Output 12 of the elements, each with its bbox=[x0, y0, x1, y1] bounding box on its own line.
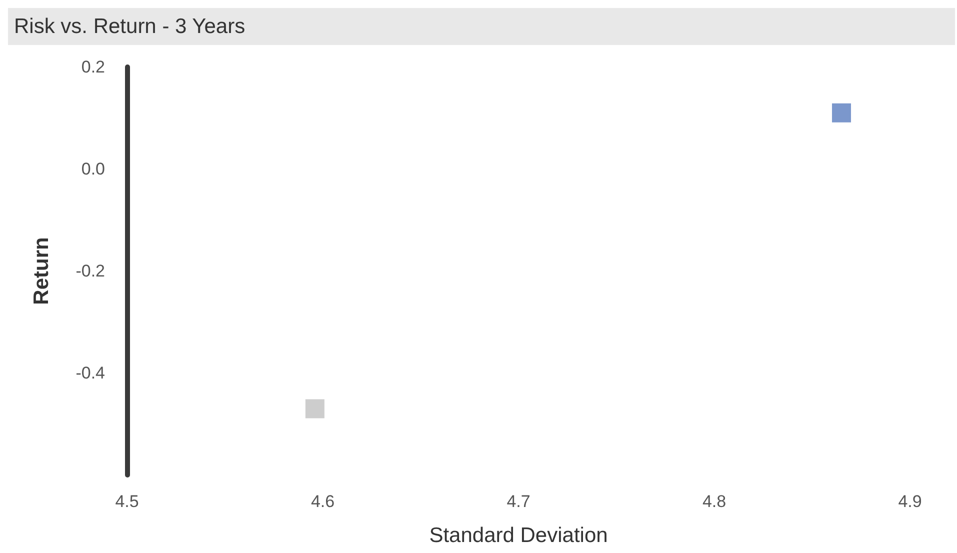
x-tick-label: 4.7 bbox=[506, 492, 530, 511]
y-tick-label: -0.2 bbox=[76, 262, 105, 280]
y-axis-title: Return bbox=[30, 237, 53, 305]
x-tick-label: 4.6 bbox=[310, 492, 335, 511]
x-axis-title: Standard Deviation bbox=[429, 524, 608, 547]
y-tick-label: 0.2 bbox=[81, 58, 105, 76]
x-tick-label: 4.8 bbox=[702, 492, 726, 511]
y-tick-label: -0.4 bbox=[76, 364, 105, 382]
y-tick-label: 0.0 bbox=[81, 160, 105, 178]
chart-title: Risk vs. Return - 3 Years bbox=[8, 8, 955, 45]
x-tick-label: 4.5 bbox=[115, 492, 139, 511]
x-tick-label: 4.9 bbox=[898, 492, 922, 511]
